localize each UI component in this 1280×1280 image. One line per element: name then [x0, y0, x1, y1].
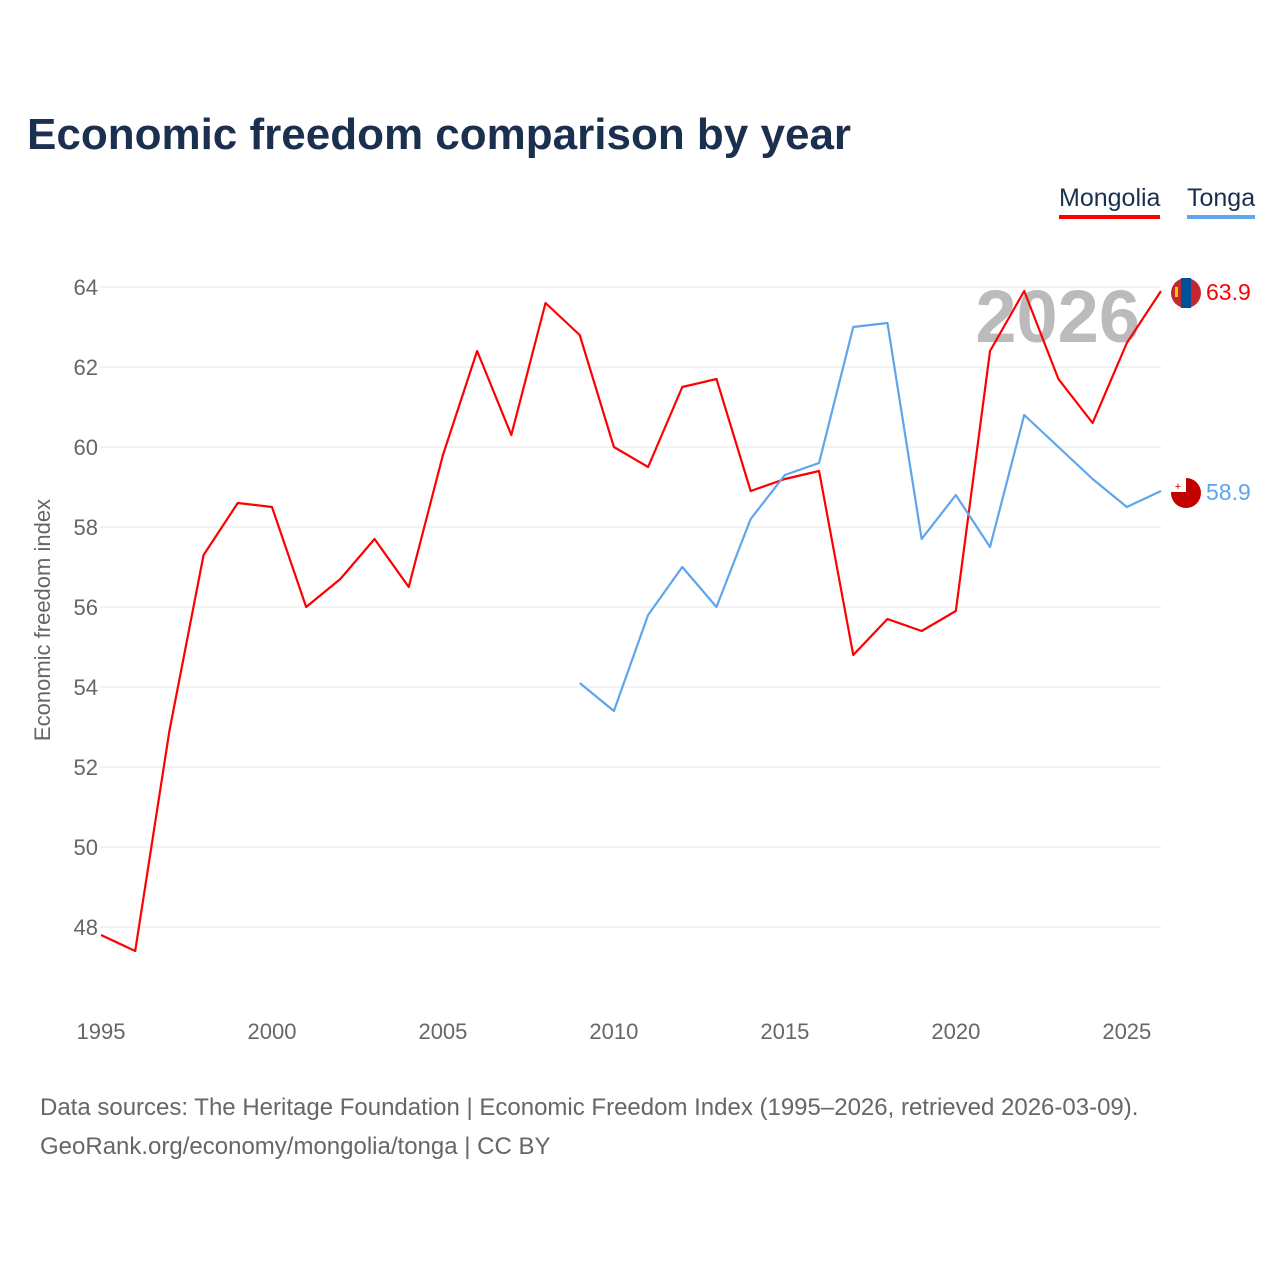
y-tick-label: 56 [74, 595, 98, 620]
y-tick-label: 50 [74, 835, 98, 860]
series-line-tonga [579, 321, 1162, 713]
y-tick-label: 58 [74, 515, 98, 540]
year-watermark: 2026 [975, 275, 1140, 358]
tonga-flag-canton [1171, 478, 1186, 492]
series-line-mongolia [100, 289, 1162, 953]
y-tick-label: 60 [74, 435, 98, 460]
y-tick-label: 54 [74, 675, 98, 700]
x-tick-label: 2005 [418, 1019, 467, 1044]
source-link: GeoRank.org/economy/mongolia/tonga | CC … [40, 1133, 551, 1160]
y-tick-label: 48 [74, 915, 98, 940]
x-tick-label: 2020 [931, 1019, 980, 1044]
x-tick-label: 2000 [247, 1019, 296, 1044]
x-tick-label: 2025 [1102, 1019, 1151, 1044]
footer: Data sources: The Heritage Foundation | … [40, 1088, 1138, 1166]
y-axis-label: Economic freedom index [30, 499, 55, 741]
tonga-flag-cross: + [1175, 481, 1181, 493]
y-tick-label: 64 [74, 275, 98, 300]
mongolia-flag-stripe [1181, 278, 1191, 308]
x-tick-label: 2015 [760, 1019, 809, 1044]
y-tick-label: 62 [74, 355, 98, 380]
chart-title: Economic freedom comparison by year [27, 110, 852, 159]
legend-mongolia[interactable]: Mongolia [1059, 184, 1161, 219]
end-value-label-mongolia: 63.9 [1206, 279, 1251, 305]
end-value-label-tonga: 58.9 [1206, 479, 1251, 505]
y-tick-label: 52 [74, 755, 98, 780]
x-tick-label: 1995 [77, 1019, 126, 1044]
legend-tonga[interactable]: Tonga [1187, 184, 1256, 219]
x-tick-label: 2010 [589, 1019, 638, 1044]
source-note: Data sources: The Heritage Foundation | … [40, 1094, 1139, 1121]
mongolia-flag-soyombo [1175, 287, 1178, 297]
